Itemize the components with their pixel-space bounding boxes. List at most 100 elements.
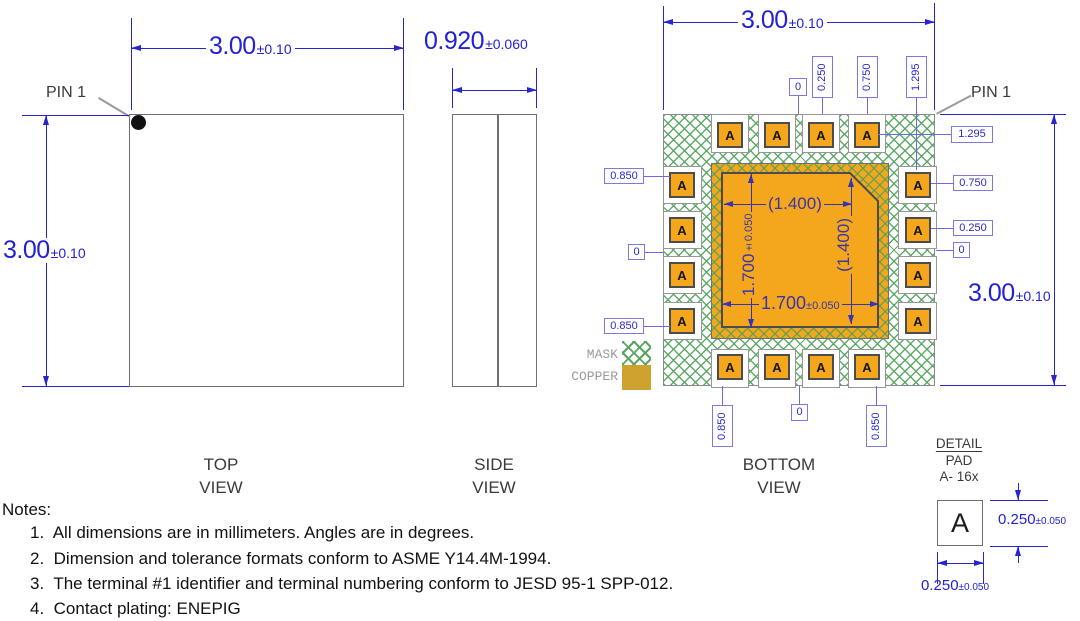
pad-a-top-1: A <box>717 122 743 148</box>
offset-box-left-0: 0 <box>628 244 645 260</box>
leader-line <box>644 326 670 327</box>
pad-a-right-4: A <box>905 308 931 334</box>
ext-line <box>940 385 1066 386</box>
arrowhead <box>1051 114 1057 124</box>
leader-line <box>876 386 877 405</box>
pin1-marker-dot <box>131 115 146 130</box>
top-view-title: TOP VIEW <box>199 455 243 497</box>
offset-box-top-0: 0 <box>789 78 807 96</box>
center-mask-height-dim: 1.700 ±0.050 <box>739 212 758 299</box>
leader-line <box>867 98 868 114</box>
arrowhead <box>1051 375 1057 385</box>
center-copper-width-dim: (1.400) <box>766 194 824 213</box>
arrowhead <box>748 174 754 183</box>
pad-a-right-2: A <box>905 217 931 243</box>
ext-line <box>940 114 1066 115</box>
top-view-height-dim: 3.00 ±0.10 <box>0 238 89 263</box>
offset-box-bottom-0850b: 0.850 <box>866 405 887 447</box>
ext-line <box>131 18 132 110</box>
offset-box-left-0850a: 0.850 <box>604 168 644 184</box>
ext-line <box>403 18 404 110</box>
leader-line <box>931 183 953 184</box>
arrowhead <box>722 301 731 307</box>
pad-a-left-3: A <box>669 262 695 288</box>
note-item-1: 1. All dimensions are in millimeters. An… <box>30 523 475 542</box>
dim-line <box>452 90 537 91</box>
top-view-pin1-label: PIN 1 <box>46 84 87 101</box>
pad-a-right-3: A <box>905 262 931 288</box>
offset-box-right-0750: 0.750 <box>953 175 993 191</box>
leader-line <box>936 250 953 251</box>
detail-subtitle: PAD <box>945 453 973 468</box>
bottom-view-width-dim: 3.00 ±0.10 <box>738 8 827 33</box>
top-view-outline <box>129 114 404 387</box>
ext-line <box>983 552 984 584</box>
note-item-2: 2. Dimension and tolerance formats confo… <box>30 549 552 568</box>
ext-line <box>22 386 129 387</box>
arrowhead <box>527 87 537 93</box>
arrowhead <box>848 315 854 324</box>
ext-line <box>934 3 935 110</box>
offset-box-left-0850b: 0.850 <box>604 318 644 334</box>
arrowhead <box>131 45 141 51</box>
legend-copper-label: COPPER <box>571 369 618 384</box>
top-view-width-dim: 3.00 ±0.10 <box>206 34 295 59</box>
leader-line <box>822 98 823 114</box>
offset-box-top-0250: 0.250 <box>812 56 833 98</box>
pad-a-left-1: A <box>669 172 695 198</box>
leader-line <box>878 134 951 135</box>
dim-line <box>1054 114 1055 385</box>
arrowhead <box>43 115 49 125</box>
detail-width-dim: 0.250 ±0.050 <box>921 577 990 594</box>
arrowhead <box>1015 490 1021 500</box>
pad-a-bottom-2: A <box>764 354 790 380</box>
arrowhead <box>43 376 49 386</box>
leader-line <box>722 386 723 405</box>
pad-a-top-3: A <box>808 122 834 148</box>
pad-a-left-2: A <box>669 217 695 243</box>
side-view-outline <box>452 114 537 387</box>
note-item-4: 4. Contact plating: ENEPIG <box>30 599 241 618</box>
center-copper-height-dim: (1.400) <box>834 216 853 274</box>
legend-mask-swatch <box>622 341 651 365</box>
pad-a-bottom-4: A <box>854 354 880 380</box>
pad-a-top-4: A <box>854 122 880 148</box>
arrowhead <box>937 560 947 566</box>
bottom-view-package: A A A A A A A A A A A A A A A A (1.400) <box>663 114 937 388</box>
legend-mask-label: MASK <box>586 347 618 362</box>
leader-line <box>798 96 799 114</box>
arrowhead <box>925 19 935 25</box>
detail-title: DETAIL <box>935 436 983 451</box>
arrowhead <box>870 301 879 307</box>
pad-a-top-2: A <box>764 122 790 148</box>
offset-box-bottom-0: 0 <box>791 404 808 421</box>
side-view-parting-line <box>497 115 499 386</box>
offset-box-top-1295: 1.295 <box>906 56 927 98</box>
offset-box-right-0: 0 <box>953 242 970 258</box>
notes-heading: Notes: <box>2 500 52 519</box>
ext-line <box>937 552 938 584</box>
arrowhead <box>394 45 404 51</box>
arrowhead <box>724 201 733 207</box>
ext-line <box>22 115 129 116</box>
ext-line <box>663 6 664 110</box>
pad-a-left-4: A <box>669 308 695 334</box>
pin1-leader-line <box>936 94 972 115</box>
bottom-view-pin1-label: PIN 1 <box>971 84 1012 101</box>
bottom-view-title: BOTTOM VIEW <box>742 455 816 497</box>
arrowhead <box>848 178 854 187</box>
side-view-title: SIDE VIEW <box>472 455 516 497</box>
detail-pad-label: A <box>950 507 969 538</box>
offset-box-bottom-0850a: 0.850 <box>712 405 733 447</box>
detail-pad-outline <box>937 500 983 546</box>
pad-a-bottom-1: A <box>717 354 743 380</box>
ext-line <box>990 500 1048 501</box>
offset-box-top-0750: 0.750 <box>857 56 878 98</box>
arrowhead <box>974 560 984 566</box>
leader-line <box>644 176 670 177</box>
leader-line <box>645 252 663 253</box>
note-item-3: 3. The terminal #1 identifier and termin… <box>30 574 674 593</box>
arrowhead <box>663 19 673 25</box>
arrowhead <box>843 201 852 207</box>
pad-a-bottom-3: A <box>808 354 834 380</box>
